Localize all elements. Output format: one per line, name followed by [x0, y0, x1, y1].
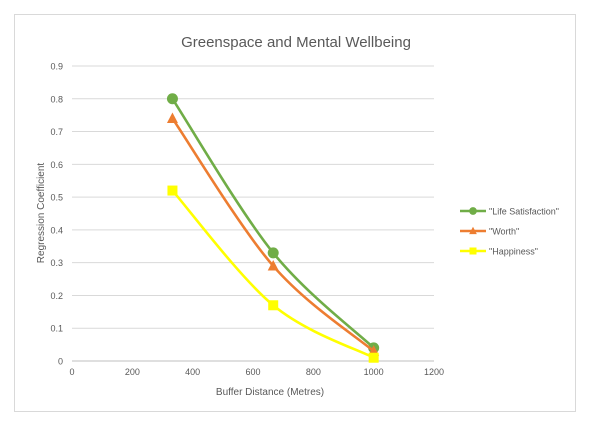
legend-label: "Happiness" — [489, 247, 538, 257]
y-tick-label: 0.9 — [50, 62, 63, 72]
series-line — [171, 117, 375, 353]
legend-item: "Life Satisfaction" — [460, 207, 559, 217]
series-layer — [166, 93, 380, 363]
data-point — [267, 259, 279, 271]
gridlines — [72, 65, 434, 362]
legend-label: "Life Satisfaction" — [489, 207, 559, 217]
x-tick-label: 800 — [306, 367, 321, 377]
y-tick-label: 0.5 — [50, 193, 63, 203]
legend-marker — [469, 226, 477, 235]
y-tick-label: 0.1 — [50, 324, 63, 334]
legend-item: "Happiness" — [460, 247, 538, 257]
series-line — [171, 97, 375, 350]
data-point — [268, 300, 279, 311]
x-axis-ticks: 0 200 400 600 800 1000 1200 — [69, 367, 444, 377]
x-tick-label: 200 — [125, 367, 140, 377]
x-tick-label: 0 — [69, 367, 74, 377]
x-tick-label: 1000 — [364, 367, 384, 377]
y-tick-label: 0.8 — [50, 94, 63, 104]
y-tick-label: 0.3 — [50, 258, 63, 268]
x-axis-label: Buffer Distance (Metres) — [216, 387, 324, 398]
x-tick-label: 400 — [185, 367, 200, 377]
legend-marker — [469, 207, 477, 215]
data-point — [167, 185, 178, 196]
y-tick-label: 0 — [58, 357, 63, 367]
data-point — [267, 247, 279, 259]
y-tick-label: 0.6 — [50, 160, 63, 170]
legend-item: "Worth" — [460, 227, 519, 237]
legend-label: "Worth" — [489, 227, 519, 237]
series-2 — [167, 185, 379, 363]
legend-marker — [469, 247, 477, 255]
x-tick-label: 600 — [245, 367, 260, 377]
series-1 — [166, 112, 380, 356]
x-tick-label: 1200 — [424, 367, 444, 377]
y-tick-label: 0.4 — [50, 225, 63, 235]
data-point — [368, 352, 379, 363]
series-line — [171, 189, 375, 360]
y-tick-label: 0.2 — [50, 291, 63, 301]
data-point — [166, 112, 178, 123]
y-axis-ticks: 0 0.1 0.2 0.3 0.4 0.5 0.6 0.7 0.8 0.9 — [50, 62, 63, 367]
data-point — [166, 93, 178, 105]
chart-title: Greenspace and Mental Wellbeing — [181, 34, 411, 51]
y-axis-label: Regression Coefficient — [36, 163, 47, 264]
legend: "Life Satisfaction" "Worth" "Happiness" — [460, 207, 559, 257]
chart-frame — [14, 14, 576, 412]
y-tick-label: 0.7 — [50, 127, 63, 137]
